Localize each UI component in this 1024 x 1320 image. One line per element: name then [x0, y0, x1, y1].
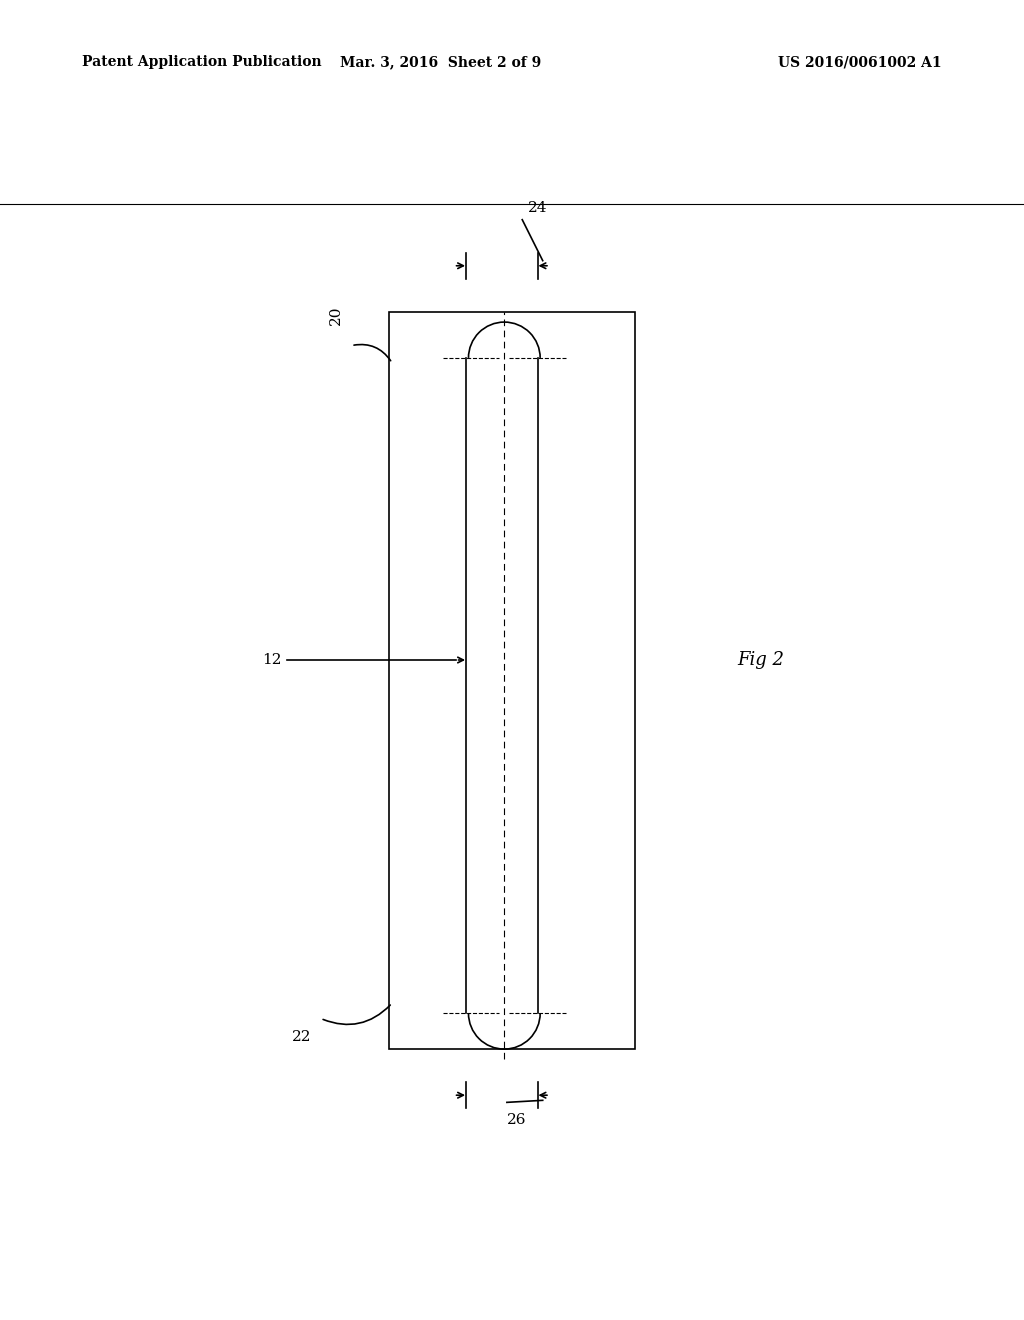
FancyArrowPatch shape — [324, 1005, 390, 1024]
Text: 12: 12 — [262, 653, 282, 667]
Text: 22: 22 — [292, 1030, 312, 1044]
Text: Patent Application Publication: Patent Application Publication — [82, 55, 322, 70]
Text: Mar. 3, 2016  Sheet 2 of 9: Mar. 3, 2016 Sheet 2 of 9 — [340, 55, 541, 70]
Bar — [389, 312, 635, 1049]
FancyArrowPatch shape — [354, 345, 391, 360]
Text: 24: 24 — [527, 201, 548, 215]
Text: US 2016/0061002 A1: US 2016/0061002 A1 — [778, 55, 942, 70]
Text: 20: 20 — [329, 305, 343, 325]
Text: 26: 26 — [507, 1113, 527, 1126]
Text: Fig 2: Fig 2 — [737, 651, 784, 669]
